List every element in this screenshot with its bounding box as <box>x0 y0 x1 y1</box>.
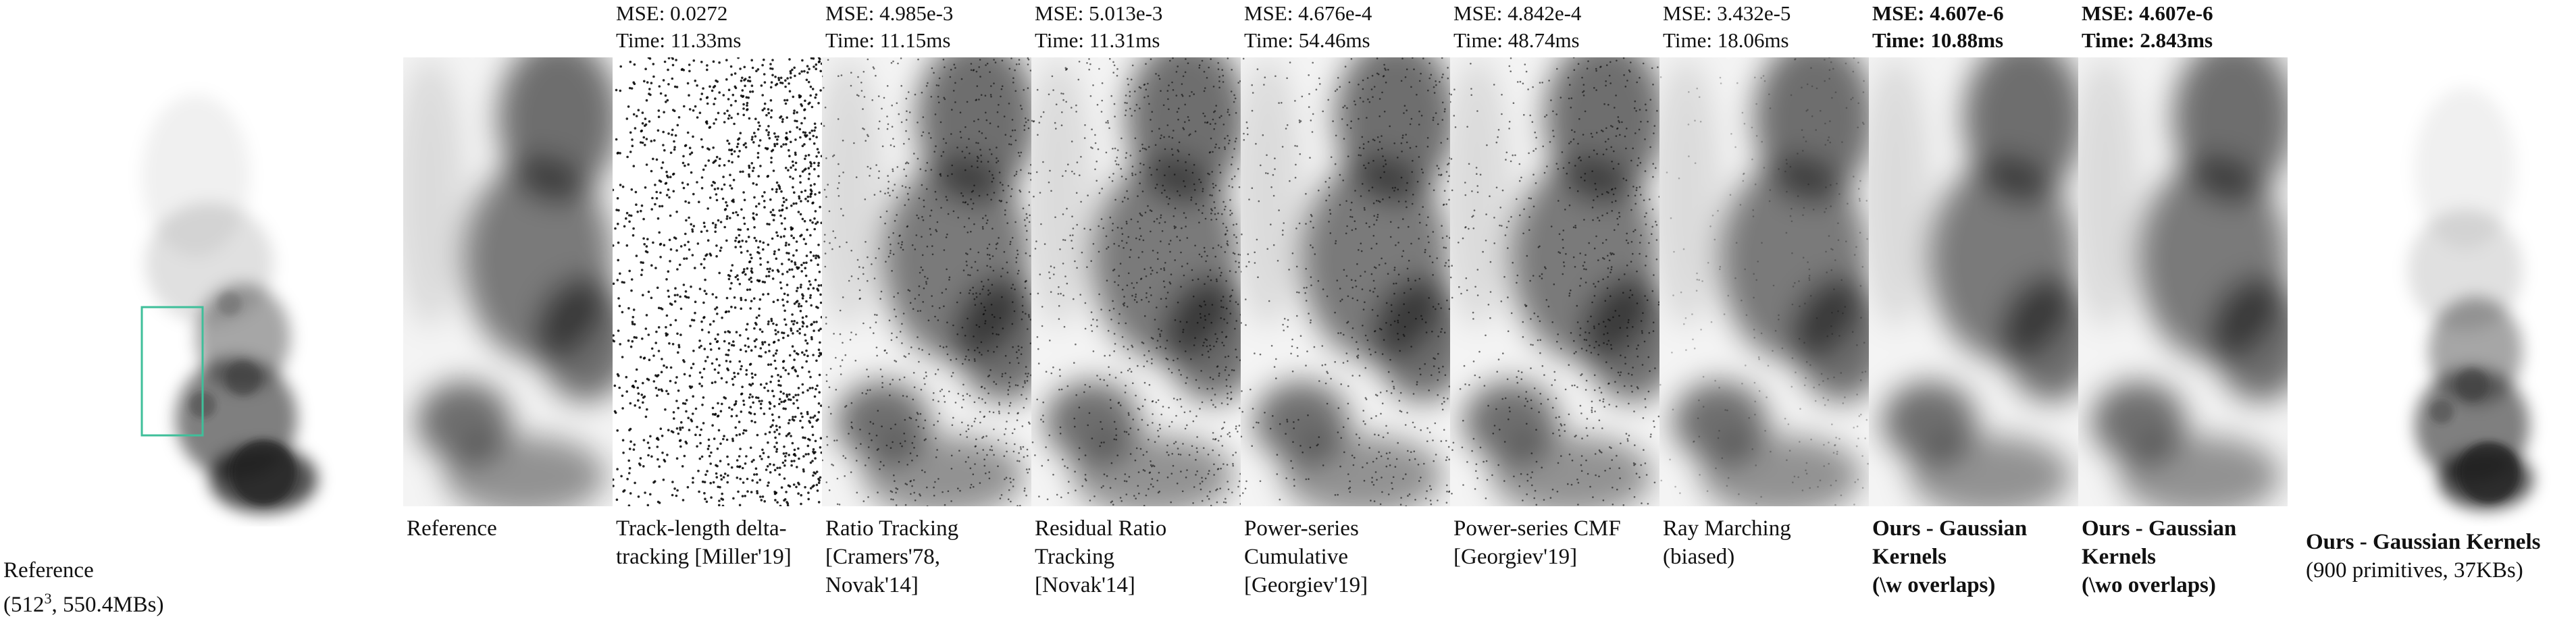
panel-caption-line: Novak'14] <box>825 573 919 597</box>
panel-metrics: MSE: 4.842e-4 Time: 48.74ms <box>1453 0 1581 54</box>
panel-caption: Ray Marching (biased) <box>1663 514 1872 571</box>
panel-caption: Ratio Tracking [Cramers'78, Novak'14] <box>825 514 1035 599</box>
reference-caption-line1: Reference <box>3 558 94 583</box>
ours-caption-title: Ours - Gaussian Kernels <box>2306 530 2541 554</box>
panel-caption-line: Ours - Gaussian <box>2082 516 2237 541</box>
panel-caption-line: Ours - Gaussian <box>1872 516 2028 541</box>
panel-metrics: MSE: 4.607e-6 Time: 2.843ms <box>2082 0 2213 54</box>
panel-time: Time: 48.74ms <box>1453 28 1580 52</box>
panel-mse: MSE: 3.432e-5 <box>1663 1 1791 25</box>
panel-caption-line: Power-series CMF <box>1453 516 1621 541</box>
panel-mse: MSE: 4.676e-4 <box>1244 1 1372 25</box>
panel-time: Time: 10.88ms <box>1872 28 2004 52</box>
inset-region-box <box>140 306 204 437</box>
panel-caption: Power-series CMF [Georgiev'19] <box>1453 514 1663 571</box>
panel-caption: Power-series Cumulative [Georgiev'19] <box>1244 514 1453 599</box>
panel-time: Time: 18.06ms <box>1663 28 1789 52</box>
panel-time: Time: 54.46ms <box>1244 28 1370 52</box>
panel-metrics: MSE: 4.607e-6 Time: 10.88ms <box>1872 0 2004 54</box>
panel-time: Time: 11.15ms <box>825 28 951 52</box>
panel-mse: MSE: 4.607e-6 <box>2082 1 2213 25</box>
panel-time: Time: 11.31ms <box>1035 28 1160 52</box>
panel-caption-line: [Novak'14] <box>1035 573 1135 597</box>
panel-metrics: MSE: 3.432e-5 Time: 18.06ms <box>1663 0 1791 54</box>
panel-mse: MSE: 4.607e-6 <box>1872 1 2004 25</box>
panel-image <box>1241 57 1450 506</box>
panel-caption-line: [Georgiev'19] <box>1244 573 1368 597</box>
panel-time: Time: 11.33ms <box>616 28 742 52</box>
panel-image <box>822 57 1031 506</box>
panel-caption-line: [Georgiev'19] <box>1453 545 1578 569</box>
panel-image <box>2078 57 2288 506</box>
panel-image <box>613 57 822 506</box>
panel-caption: Ours - Gaussian Kernels (\wo overlaps) <box>2082 514 2291 599</box>
panel-metrics: MSE: 4.985e-3 Time: 11.15ms <box>825 0 953 54</box>
panel-caption-line: Cumulative <box>1244 545 1348 569</box>
panel-caption-line: Ray Marching <box>1663 516 1791 541</box>
panel-image <box>1450 57 1659 506</box>
panel-caption: Track-length delta-tracking [Miller'19] <box>616 514 825 571</box>
panel-caption-line: tracking [Miller'19] <box>616 545 792 569</box>
panel-metrics: MSE: 4.676e-4 Time: 54.46ms <box>1244 0 1372 54</box>
panel-caption-line: Kernels <box>1872 545 1947 569</box>
panel-caption-line: Residual Ratio <box>1035 516 1167 541</box>
reference-caption: Reference (5123, 550.4MBs) <box>3 556 163 619</box>
panel-caption-line: (biased) <box>1663 545 1735 569</box>
panel-caption-line: Tracking <box>1035 545 1114 569</box>
panel-caption: Ours - Gaussian Kernels (\w overlaps) <box>1872 514 2082 599</box>
panel-caption-line: (\w overlaps) <box>1872 573 1996 597</box>
panel-mse: MSE: 4.985e-3 <box>825 1 954 25</box>
panel-mse: MSE: 5.013e-3 <box>1035 1 1163 25</box>
panel-caption-line: Reference <box>407 516 497 541</box>
panel-image <box>403 57 613 506</box>
panel-metrics: MSE: 0.0272 Time: 11.33ms <box>616 0 741 54</box>
panel-caption-line: Power-series <box>1244 516 1359 541</box>
ours-full-render <box>2408 88 2533 510</box>
panel-image <box>1869 57 2078 506</box>
panel-mse: MSE: 0.0272 <box>616 1 728 25</box>
panel-mse: MSE: 4.842e-4 <box>1453 1 1582 25</box>
panel-caption-line: [Cramers'78, <box>825 545 940 569</box>
panel-caption-line: Track-length delta- <box>616 516 787 541</box>
panel-image <box>1031 57 1241 506</box>
reference-full-render <box>140 94 317 513</box>
panel-image <box>1659 57 1869 506</box>
panel-caption-line: (\wo overlaps) <box>2082 573 2216 597</box>
ours-caption-sub: (900 primitives, 37KBs) <box>2306 558 2523 583</box>
panel-time: Time: 2.843ms <box>2082 28 2213 52</box>
panel-caption-line: Kernels <box>2082 545 2156 569</box>
panel-metrics: MSE: 5.013e-3 Time: 11.31ms <box>1035 0 1162 54</box>
panel-caption-line: Ratio Tracking <box>825 516 959 541</box>
panel-caption: Residual Ratio Tracking [Novak'14] <box>1035 514 1244 599</box>
reference-caption-line2: (5123, 550.4MBs) <box>3 590 164 617</box>
panel-caption: Reference <box>407 514 616 543</box>
ours-caption: Ours - Gaussian Kernels (900 primitives,… <box>2306 528 2540 585</box>
